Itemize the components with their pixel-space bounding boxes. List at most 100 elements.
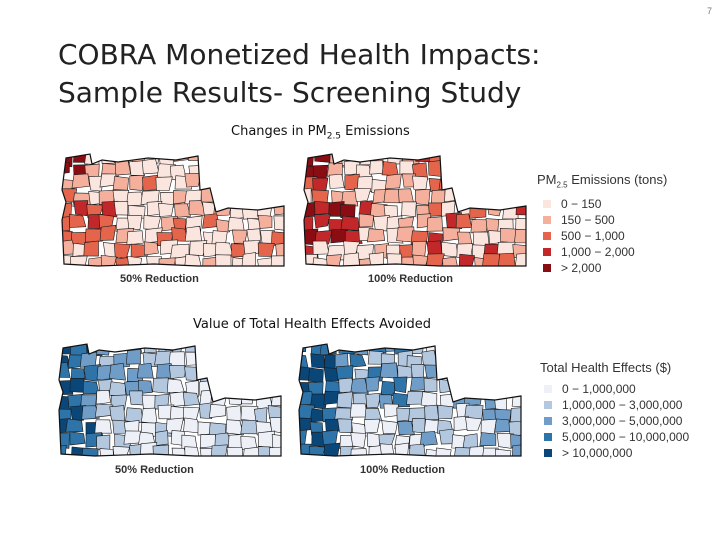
county-shape bbox=[184, 225, 203, 242]
emissions-legend-title-prefix: PM bbox=[537, 172, 557, 187]
county-shape bbox=[354, 187, 372, 202]
county-shape bbox=[211, 352, 228, 369]
county-shape bbox=[253, 364, 271, 380]
county-shape bbox=[59, 362, 71, 378]
county-shape bbox=[243, 154, 260, 164]
county-shape bbox=[210, 363, 228, 380]
county-shape bbox=[499, 161, 517, 176]
county-shape bbox=[426, 253, 445, 266]
health-legend-title: Total Health Effects ($) bbox=[540, 360, 672, 375]
county-shape bbox=[483, 344, 501, 356]
county-shape bbox=[199, 402, 213, 420]
emissions-map-100 bbox=[303, 153, 527, 267]
county-shape bbox=[423, 377, 438, 392]
county-shape bbox=[401, 201, 417, 218]
county-shape bbox=[349, 353, 367, 368]
emissions-heading-sub: 2.5 bbox=[326, 131, 342, 142]
county-shape bbox=[271, 391, 281, 407]
county-shape bbox=[472, 231, 490, 246]
county-shape bbox=[201, 154, 219, 162]
county-shape bbox=[496, 432, 514, 449]
health-map-100 bbox=[298, 343, 522, 457]
county-shape bbox=[441, 154, 457, 163]
county-shape bbox=[482, 253, 501, 266]
county-shape bbox=[275, 242, 284, 258]
county-shape bbox=[442, 256, 460, 266]
county-shape bbox=[414, 188, 431, 206]
county-shape bbox=[457, 177, 474, 193]
county-shape bbox=[81, 405, 100, 420]
health-legend-swatch bbox=[544, 449, 552, 457]
county-shape bbox=[199, 352, 217, 369]
county-shape bbox=[443, 161, 461, 177]
county-shape bbox=[497, 177, 516, 193]
county-shape bbox=[397, 365, 413, 380]
health-legend-swatch bbox=[544, 401, 552, 409]
county-shape bbox=[237, 382, 256, 397]
county-shape bbox=[273, 215, 284, 231]
county-shape bbox=[185, 351, 202, 366]
county-shape bbox=[257, 257, 275, 266]
county-shape bbox=[99, 224, 117, 241]
county-shape bbox=[94, 344, 112, 356]
county-shape bbox=[197, 344, 214, 355]
county-shape bbox=[202, 256, 219, 266]
health-map-50-caption: 50% Reduction bbox=[115, 464, 194, 476]
county-shape bbox=[246, 174, 265, 189]
county-shape bbox=[410, 363, 425, 379]
county-shape bbox=[267, 405, 281, 421]
county-shape bbox=[184, 254, 203, 266]
county-shape bbox=[214, 187, 230, 202]
county-shape bbox=[155, 176, 173, 192]
county-shape bbox=[449, 344, 466, 355]
county-shape bbox=[158, 202, 174, 217]
county-shape bbox=[350, 378, 369, 394]
county-shape bbox=[99, 448, 115, 456]
county-shape bbox=[227, 376, 247, 392]
county-shape bbox=[125, 407, 144, 424]
state-outline bbox=[58, 343, 282, 457]
county-shape bbox=[364, 418, 381, 434]
county-shape bbox=[71, 173, 90, 189]
emissions-legend-item: 1,000 − 2,000 bbox=[543, 244, 667, 260]
county-shape bbox=[430, 189, 446, 205]
county-shape bbox=[141, 394, 158, 410]
county-shape bbox=[271, 231, 284, 247]
county-shape bbox=[240, 159, 257, 175]
county-shape bbox=[141, 407, 158, 424]
county-shape bbox=[358, 213, 374, 228]
county-shape bbox=[476, 379, 495, 395]
county-shape bbox=[209, 404, 227, 419]
county-shape bbox=[497, 379, 514, 394]
county-shape bbox=[381, 420, 398, 435]
county-shape bbox=[508, 420, 521, 436]
county-shape bbox=[211, 230, 228, 245]
county-shape bbox=[473, 163, 491, 181]
emissions-legend-title: PM2.5 Emissions (tons) bbox=[537, 172, 667, 190]
emissions-heading-suffix: Emissions bbox=[341, 124, 410, 139]
county-shape bbox=[439, 428, 454, 445]
county-shape bbox=[494, 418, 511, 433]
county-shape bbox=[69, 255, 88, 266]
county-shape bbox=[100, 254, 117, 266]
county-shape bbox=[210, 391, 228, 407]
county-shape bbox=[412, 175, 428, 190]
health-legend-label: 3,000,000 − 5,000,000 bbox=[562, 414, 683, 428]
county-shape bbox=[129, 174, 145, 191]
emissions-heading-prefix: Changes in PM bbox=[231, 124, 327, 139]
emissions-legend-swatch bbox=[543, 247, 551, 256]
county-shape bbox=[412, 254, 429, 266]
county-shape bbox=[411, 240, 427, 257]
county-shape bbox=[459, 154, 475, 164]
county-shape bbox=[355, 344, 369, 356]
county-shape bbox=[494, 448, 512, 456]
county-shape bbox=[154, 430, 169, 447]
health-legend-item: 0 − 1,000,000 bbox=[544, 381, 689, 397]
county-shape bbox=[473, 191, 490, 206]
county-shape bbox=[272, 344, 281, 354]
county-shape bbox=[439, 351, 456, 368]
health-legend-label: 5,000,000 − 10,000,000 bbox=[562, 430, 690, 444]
emissions-heading: Changes in PM2.5 Emissions bbox=[231, 124, 410, 142]
county-shape bbox=[380, 380, 396, 397]
county-shape bbox=[108, 362, 126, 381]
